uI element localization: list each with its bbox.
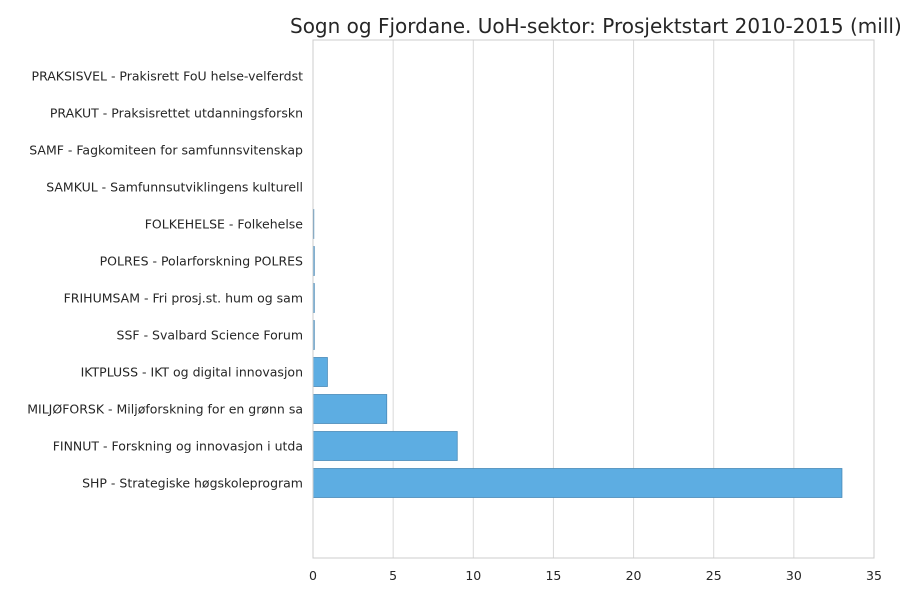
- category-label: FINNUT - Forskning og innovasjon i utda: [53, 439, 303, 454]
- bar: [312, 357, 328, 387]
- x-tick-label: 35: [866, 568, 882, 583]
- category-label: FRIHUMSAM - Fri prosj.st. hum og sam: [64, 291, 303, 306]
- x-tick-label: 30: [786, 568, 802, 583]
- x-tick-label: 25: [706, 568, 722, 583]
- category-label: SHP - Strategiske høgskoleprogram: [82, 476, 303, 491]
- x-tick-label: 0: [309, 568, 317, 583]
- category-label: SSF - Svalbard Science Forum: [117, 328, 303, 343]
- x-tick-label: 10: [465, 568, 481, 583]
- bar: [312, 431, 458, 461]
- category-label: PRAKUT - Praksisrettet utdanningsforskn: [50, 106, 303, 121]
- category-label: SAMF - Fagkomiteen for samfunnsvitenskap: [29, 143, 303, 158]
- category-labels: PRAKSISVEL - Prakisrett FoU helse-velfer…: [27, 69, 303, 491]
- category-label: FOLKEHELSE - Folkehelse: [145, 217, 304, 232]
- x-tick-label: 15: [545, 568, 561, 583]
- x-tick-label: 20: [626, 568, 642, 583]
- bar: [312, 394, 388, 424]
- bars: [312, 209, 843, 498]
- category-label: SAMKUL - Samfunnsutviklingens kulturell: [46, 180, 303, 195]
- category-label: IKTPLUSS - IKT og digital innovasjon: [81, 365, 303, 380]
- x-tick-label: 5: [389, 568, 397, 583]
- chart-title: Sogn og Fjordane. UoH-sektor: Prosjektst…: [290, 14, 900, 38]
- category-label: MILJØFORSK - Miljøforskning for en grønn…: [27, 402, 303, 417]
- x-tick-labels: 0 5 10 15 20 25 30 35: [309, 568, 882, 583]
- plot-frame: [312, 39, 875, 559]
- category-label: POLRES - Polarforskning POLRES: [100, 254, 303, 269]
- category-label: PRAKSISVEL - Prakisrett FoU helse-velfer…: [32, 69, 304, 84]
- bar: [312, 468, 843, 498]
